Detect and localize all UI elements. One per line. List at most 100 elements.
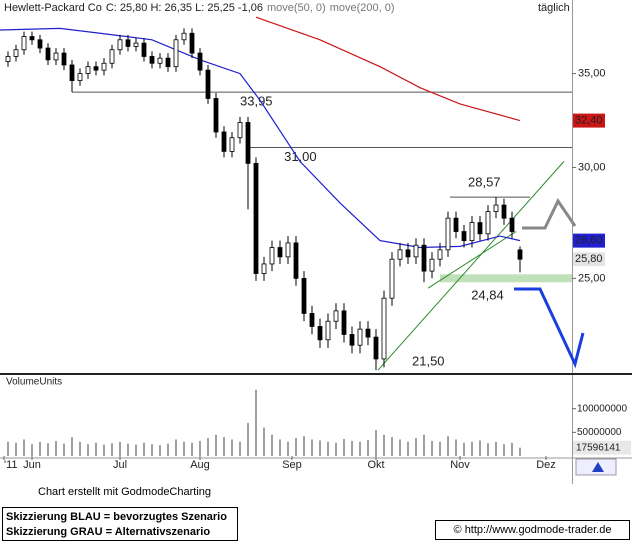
level-label: 31,00: [284, 149, 317, 164]
candle-body: [109, 49, 115, 64]
ma-tag: 26,60: [575, 235, 603, 247]
level-label: 24,84: [471, 288, 504, 303]
candle-body: [405, 249, 411, 258]
background: [0, 0, 632, 484]
y-tick-label: 35,00: [578, 68, 606, 80]
candle-body: [477, 222, 483, 235]
source: © http://www.godmode-trader.de: [435, 520, 630, 540]
candle-body: [85, 66, 91, 75]
candle-body: [149, 56, 155, 64]
candle-body: [357, 328, 363, 346]
note: Skizzierung GRAU = Alternativszenario: [6, 526, 211, 538]
ma-tag-box: [573, 113, 605, 128]
preferred-scenario-sketch: [514, 287, 585, 369]
candle-body: [437, 249, 443, 260]
candle-body: [197, 52, 203, 71]
candle-body: [349, 334, 355, 346]
candle-body: [205, 69, 211, 99]
candle-body: [381, 297, 387, 360]
candle-body: [213, 98, 219, 133]
chart-title: Hewlett-Packard Co: [4, 2, 102, 14]
quote: C: 25,80 H: 26,35 L: 25,25 -1,06: [106, 2, 263, 14]
candle-body: [301, 277, 307, 314]
candle-body: [37, 39, 43, 49]
candle-body: [485, 211, 491, 235]
candle-body: [277, 247, 283, 258]
candle-body: [397, 249, 403, 260]
candle-body: [429, 258, 435, 272]
y-tick-label: 30,00: [578, 161, 606, 173]
candle-body: [309, 313, 315, 327]
candle-body: [389, 258, 395, 299]
volume-label: VolumeUnits: [6, 377, 62, 388]
x-tick-label: Sep: [282, 459, 302, 471]
candle-body: [125, 39, 131, 47]
candle-body: [285, 242, 291, 258]
x-tick-label: Nov: [450, 459, 470, 471]
candle-body: [469, 222, 475, 242]
notes-box: Skizzierung BLAU = bevorzugtes Szenario …: [2, 507, 238, 541]
ma-tag-box: [573, 233, 605, 248]
candle-body: [509, 217, 515, 232]
candle-body: [133, 42, 139, 47]
volume-tick-label: 50000000: [577, 427, 622, 438]
x-tick-label: Okt: [367, 459, 384, 471]
candle-body: [141, 42, 147, 57]
candle-body: [341, 310, 347, 335]
candle-body: [117, 39, 123, 51]
volume-tick-label: 100000000: [577, 403, 627, 414]
candle-body: [165, 57, 171, 68]
candle-body: [157, 57, 163, 64]
volume-tag-box: [573, 440, 631, 455]
x-tick-label: Jun: [23, 459, 41, 471]
tool-icon: [592, 462, 604, 472]
candle-body: [293, 242, 299, 279]
candle-body: [53, 52, 59, 61]
candle-body: [61, 52, 67, 66]
candle-body: [69, 64, 75, 82]
note: Skizzierung BLAU = bevorzugtes Szenario: [6, 511, 227, 523]
close-tag-box: [573, 252, 605, 267]
candle-body: [101, 62, 107, 71]
candle-body: [253, 162, 259, 274]
candle-body: [413, 244, 419, 258]
candle-body: [365, 328, 371, 338]
candle-body: [21, 36, 27, 51]
candle-body: [221, 131, 227, 152]
candle-body: [229, 137, 235, 152]
candle-body: [421, 244, 427, 272]
moving-average: [0, 27, 521, 249]
candle-body: [373, 336, 379, 360]
candle-body: [189, 32, 195, 54]
volume-tag: 17596141: [576, 442, 621, 453]
chart: Hewlett-Packard Co C: 25,80 H: 26,35 L: 2…: [0, 0, 632, 484]
candle-body: [237, 122, 243, 139]
low-label: 21,50: [412, 354, 445, 369]
credit: Chart erstellt mit GodmodeCharting: [38, 486, 212, 498]
candle-body: [501, 204, 507, 219]
candle-body: [517, 249, 523, 260]
candle-body: [173, 39, 179, 68]
candle-body: [77, 73, 83, 82]
legend-entry: move(50, 0): [267, 2, 326, 14]
y-tick-label: 25,00: [578, 272, 606, 284]
trendline: [377, 161, 565, 371]
candle-body: [13, 49, 19, 57]
alt-scenario-sketch: [522, 198, 577, 230]
candle-body: [445, 217, 451, 251]
moving-average: [255, 16, 521, 122]
candle-body: [325, 320, 331, 341]
candle-body: [93, 66, 99, 71]
candle-body: [493, 204, 499, 212]
candle-body: [333, 310, 339, 322]
ma-tag: 32,40: [575, 114, 603, 126]
x-tick-label: '11: [4, 459, 18, 471]
candle-body: [453, 217, 459, 232]
level-label: 28,57: [468, 175, 501, 190]
legend-entry: move(200, 0): [330, 2, 395, 14]
candle-body: [29, 36, 35, 41]
candle-body: [181, 32, 187, 41]
support-zone: [440, 274, 572, 283]
trendline: [427, 231, 517, 289]
